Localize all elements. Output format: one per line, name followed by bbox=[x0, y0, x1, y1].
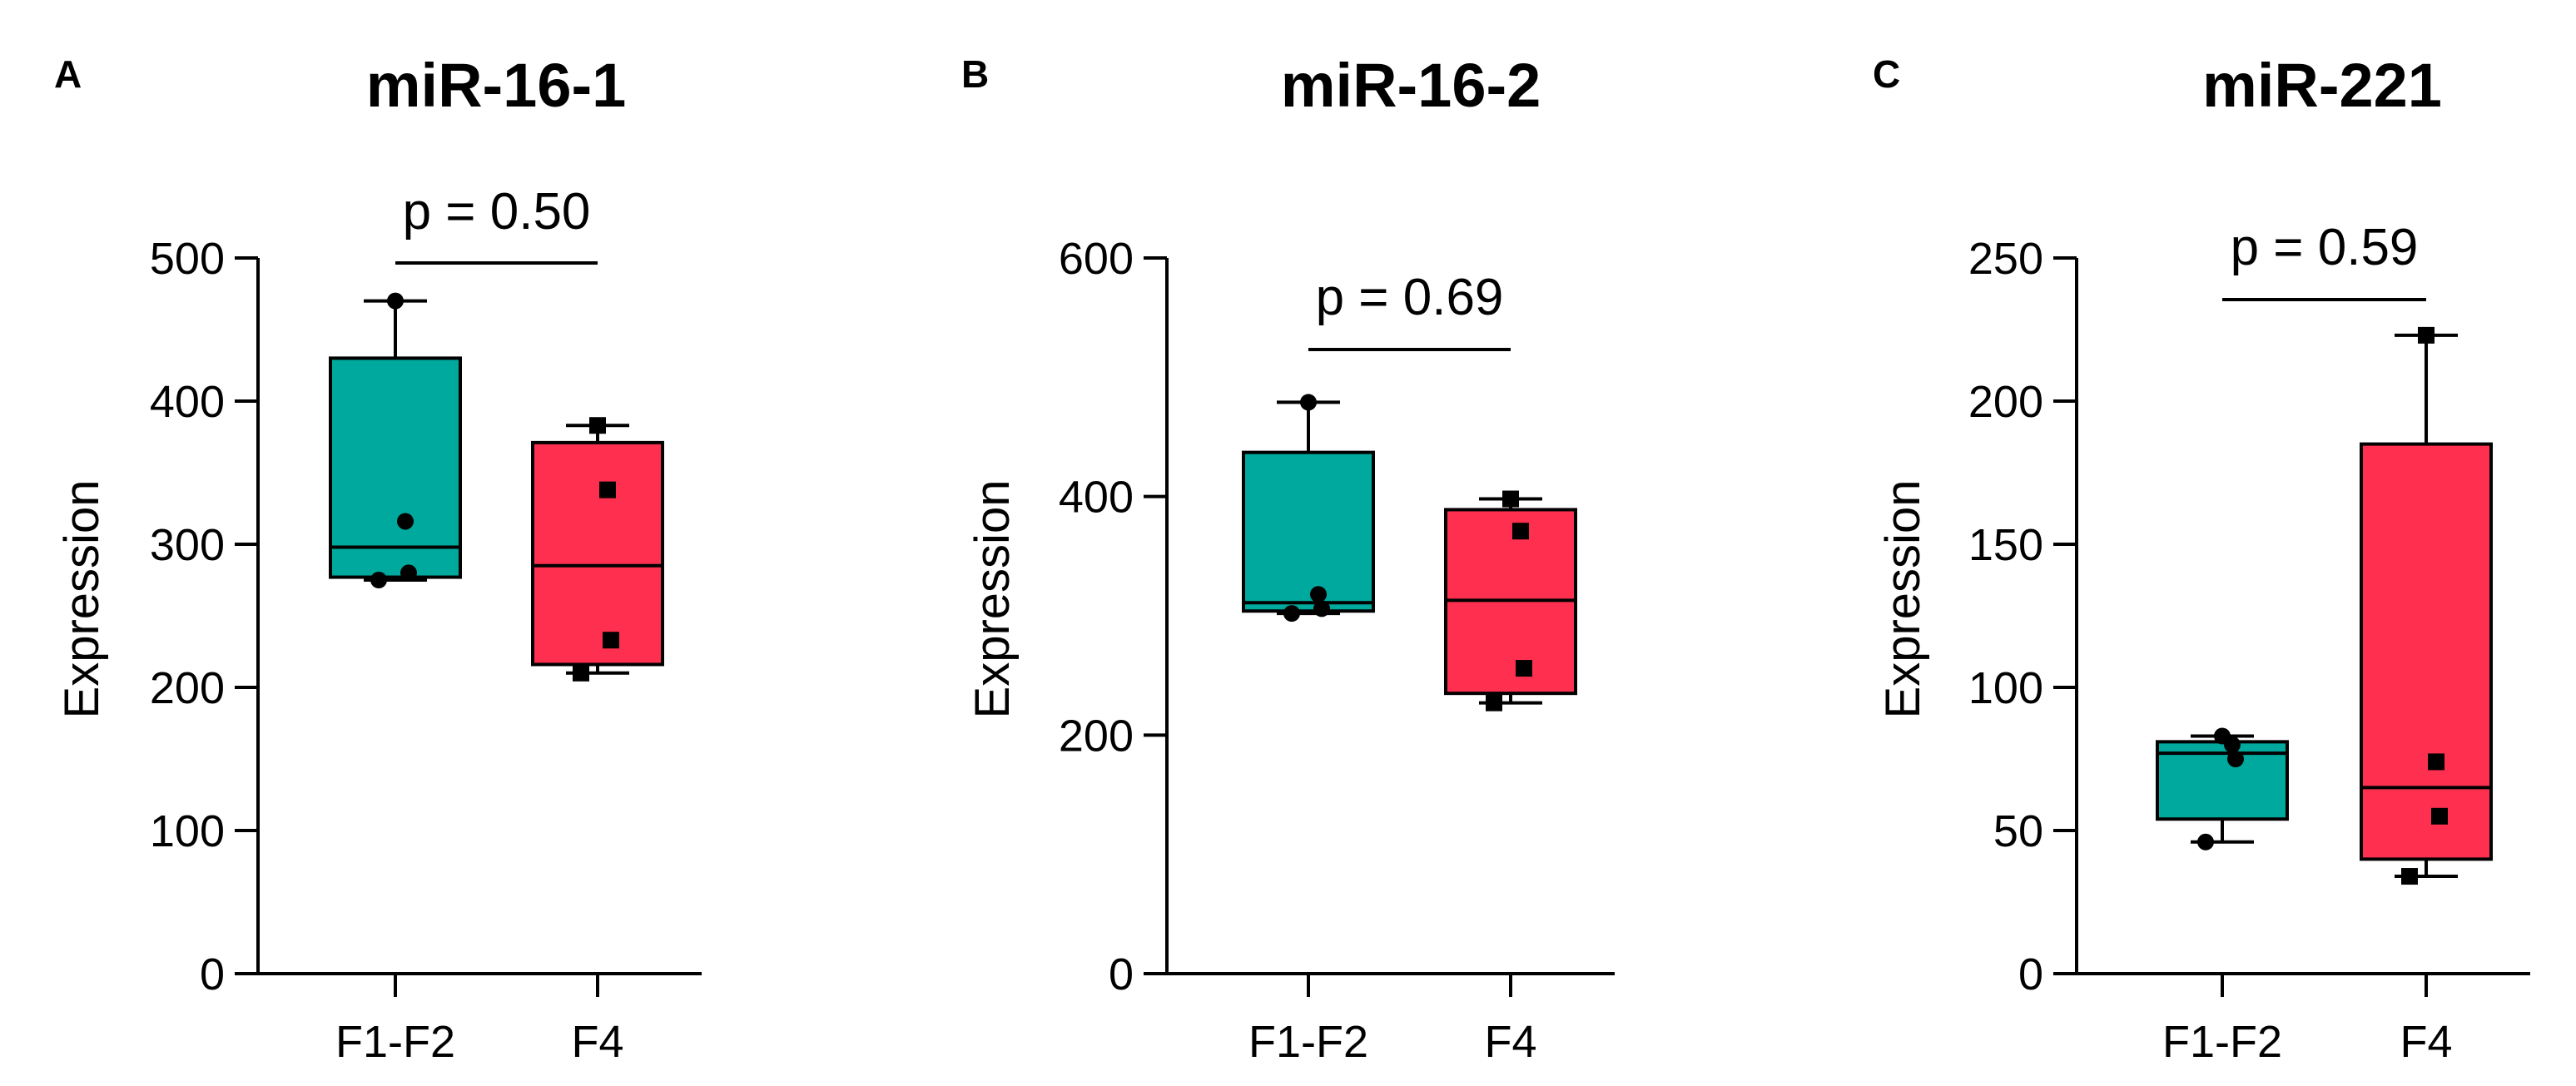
y-tick-label: 500 bbox=[150, 234, 225, 284]
data-point bbox=[2197, 833, 2214, 850]
y-tick-label: 600 bbox=[1059, 234, 1134, 284]
y-tick-label: 400 bbox=[150, 377, 225, 427]
p-value-label: p = 0.50 bbox=[403, 183, 591, 241]
data-point bbox=[589, 417, 606, 434]
data-point bbox=[2431, 807, 2448, 825]
data-point bbox=[370, 572, 387, 588]
p-value-label: p = 0.59 bbox=[2231, 219, 2419, 276]
x-tick-label: F1-F2 bbox=[2162, 1017, 2282, 1067]
y-tick-label: 200 bbox=[1059, 711, 1134, 761]
y-tick-label: 400 bbox=[1059, 473, 1134, 523]
data-point bbox=[2428, 753, 2444, 771]
panel-title: miR-16-1 bbox=[366, 51, 627, 120]
data-point bbox=[1313, 600, 1330, 617]
y-tick-label: 150 bbox=[1968, 520, 2043, 570]
y-axis-title: Expression bbox=[1876, 480, 1930, 719]
x-tick-label: F4 bbox=[1484, 1017, 1536, 1067]
data-point bbox=[397, 513, 414, 530]
data-point bbox=[2401, 868, 2418, 885]
panel-letter: B bbox=[961, 52, 989, 96]
y-tick-label: 200 bbox=[1968, 377, 2043, 427]
x-tick-label: F1-F2 bbox=[335, 1017, 455, 1067]
p-value-label: p = 0.69 bbox=[1316, 269, 1504, 326]
y-tick-label: 0 bbox=[200, 950, 225, 999]
data-point bbox=[2224, 736, 2241, 753]
x-tick-label: F1-F2 bbox=[1248, 1017, 1368, 1067]
panel-title: miR-16-2 bbox=[1281, 51, 1541, 120]
data-point bbox=[1283, 605, 1300, 622]
data-point bbox=[599, 481, 616, 498]
panel-letter: C bbox=[1873, 52, 1900, 96]
y-axis-title: Expression bbox=[55, 480, 109, 719]
data-point bbox=[387, 292, 404, 310]
x-tick-label: F4 bbox=[571, 1017, 623, 1067]
y-tick-label: 0 bbox=[1109, 950, 1134, 999]
box-f1-f2 bbox=[1242, 450, 1375, 613]
data-point bbox=[1300, 394, 1317, 411]
y-axis-title: Expression bbox=[965, 480, 1020, 719]
data-point bbox=[1310, 586, 1327, 603]
y-tick-label: 100 bbox=[150, 806, 225, 856]
data-point bbox=[1502, 490, 1519, 508]
data-point bbox=[2227, 751, 2244, 767]
data-point bbox=[1486, 694, 1502, 712]
panel-title: miR-221 bbox=[2202, 51, 2442, 120]
data-point bbox=[2418, 326, 2435, 344]
y-tick-label: 100 bbox=[1968, 663, 2043, 713]
box-f4 bbox=[2360, 442, 2493, 861]
data-point bbox=[400, 564, 417, 582]
data-point bbox=[1516, 660, 1532, 677]
data-point bbox=[573, 664, 589, 682]
y-tick-label: 250 bbox=[1968, 234, 2043, 284]
panel-letter: A bbox=[54, 52, 82, 96]
y-tick-label: 300 bbox=[150, 520, 225, 570]
x-tick-label: F4 bbox=[2400, 1017, 2452, 1067]
box-f4 bbox=[531, 440, 664, 667]
box-f1-f2 bbox=[329, 356, 462, 579]
y-tick-label: 50 bbox=[1993, 806, 2043, 856]
y-tick-label: 200 bbox=[150, 663, 225, 713]
data-point bbox=[1512, 523, 1529, 540]
data-point bbox=[603, 632, 619, 649]
y-tick-label: 0 bbox=[2018, 950, 2043, 999]
